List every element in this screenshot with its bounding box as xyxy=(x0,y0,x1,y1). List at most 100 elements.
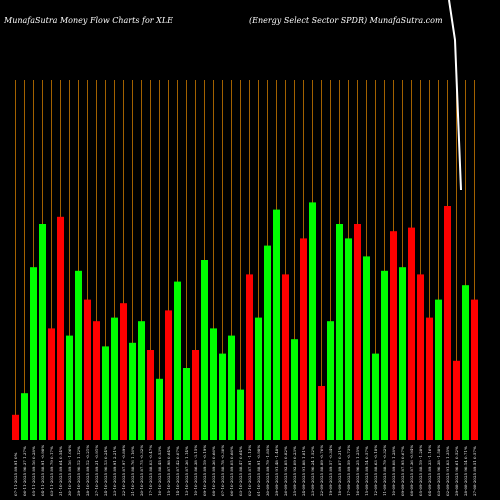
money-flow-bar xyxy=(93,321,100,440)
money-flow-bar xyxy=(318,386,325,440)
x-tick-label: 23-09-2025 90.24 1.52% xyxy=(310,446,315,496)
money-flow-bar xyxy=(309,202,316,440)
money-flow-bar xyxy=(210,328,217,440)
money-flow-bar xyxy=(273,209,280,440)
x-tick-label: 06-11-2025 90.37 1.37% xyxy=(22,446,27,496)
money-flow-bar xyxy=(147,350,154,440)
money-flow-bar xyxy=(336,224,343,440)
money-flow-bar xyxy=(291,339,298,440)
x-tick-label: 03-10-2025 88.47 0.64% xyxy=(238,446,243,496)
x-tick-label: 28-10-2025 89.12 -0.21% xyxy=(85,445,90,496)
x-tick-label: 29-09-2025 91.48 -1.48% xyxy=(274,445,279,496)
money-flow-bar xyxy=(246,274,253,440)
chart-title-left: MunafaSutra Money Flow Charts for XLE xyxy=(4,16,173,25)
chart-title-right: (Energy Select Sector SPDR) MunafaSutra.… xyxy=(249,16,443,25)
money-flow-bar xyxy=(327,321,334,440)
x-tick-label: 03-09-2025 90.38 -1.58% xyxy=(436,445,441,496)
money-flow-bar xyxy=(444,206,451,440)
money-flow-bar xyxy=(399,267,406,440)
money-flow-bar xyxy=(48,328,55,440)
x-tick-labels: 07-11-2025 89.91 0% 06-11-2025 90.37 1.37… xyxy=(13,445,477,496)
money-flow-bar xyxy=(57,216,64,440)
x-tick-label: 04-09-2025 89.33 -1.16% xyxy=(427,445,432,496)
x-tick-label: 16-10-2025 88.45 0.53% xyxy=(157,446,162,496)
money-flow-bar xyxy=(156,378,163,440)
money-flow-bar xyxy=(165,310,172,440)
x-tick-label: 24-10-2025 90.13 0.24% xyxy=(103,446,108,496)
money-flow-bar xyxy=(228,335,235,440)
x-tick-label: 12-09-2025 88.63 -0.18% xyxy=(373,445,378,496)
x-tick-label: 08-09-2025 87.36 -0.94% xyxy=(409,445,414,496)
money-flow-bar xyxy=(21,393,28,440)
x-tick-label: 10-09-2025 89.08 1.28% xyxy=(391,446,396,496)
x-tick-label: 19-09-2025 89.57 -0.34% xyxy=(328,445,333,496)
x-tick-label: 07-11-2025 89.91 0% xyxy=(13,452,18,496)
x-tick-label: 31-10-2025 89.64 0.54% xyxy=(58,446,63,496)
money-flow-bar xyxy=(129,342,136,440)
money-flow-bar xyxy=(30,267,37,440)
money-flow-bar xyxy=(192,350,199,440)
x-tick-label: 04-11-2025 88.91 -0.98% xyxy=(40,445,45,496)
x-tick-label: 17-10-2025 88.03 -0.47% xyxy=(148,445,153,496)
x-tick-label: 30-09-2025 89.79 -1.85% xyxy=(265,445,270,496)
money-flow-bar xyxy=(372,353,379,440)
money-flow-bar xyxy=(345,238,352,440)
x-tick-label: 28-08-2025 90.14 0.71% xyxy=(463,446,468,496)
money-flow-bar xyxy=(300,238,307,440)
x-tick-label: 27-10-2025 89.31 -0.91% xyxy=(94,445,99,496)
x-tick-label: 16-09-2025 90.25 1.25% xyxy=(355,446,360,496)
money-flow-bar xyxy=(282,274,289,440)
money-flow-bar xyxy=(39,224,46,440)
x-tick-label: 03-11-2025 89.79 0.17% xyxy=(49,446,54,496)
x-tick-label: 20-10-2025 87.75 -0.32% xyxy=(139,445,144,496)
money-flow-bar xyxy=(363,256,370,440)
x-tick-label: 06-10-2025 89.05 0.66% xyxy=(229,446,234,496)
x-tick-label: 02-10-2025 87.91 -1.13% xyxy=(247,445,252,496)
bars xyxy=(12,202,478,440)
x-tick-label: 25-09-2025 92.09 0.23% xyxy=(292,446,297,496)
x-tick-label: 05-09-2025 88.19 -1.28% xyxy=(418,445,423,496)
money-flow-bar xyxy=(471,299,478,440)
money-flow-bar xyxy=(417,274,424,440)
money-flow-bar xyxy=(183,368,190,440)
x-tick-label: 18-09-2025 89.87 0.31% xyxy=(337,446,342,496)
money-flow-bar xyxy=(102,346,109,440)
x-tick-label: 15-10-2025 87.98 0.64% xyxy=(166,446,171,496)
money-flow-bar xyxy=(426,317,433,440)
money-flow-bar xyxy=(138,321,145,440)
x-tick-label: 29-10-2025 90.12 1.12% xyxy=(76,446,81,496)
x-tick-label: 22-10-2025 87.97 -0.89% xyxy=(121,445,126,496)
money-flow-bar xyxy=(462,285,469,440)
x-tick-label: 09-09-2025 87.95 0.67% xyxy=(400,446,405,496)
x-tick-label: 24-09-2025 91.88 1.81% xyxy=(301,446,306,496)
money-flow-bar xyxy=(354,224,361,440)
x-tick-label: 05-11-2025 89.16 0.28% xyxy=(31,446,36,496)
money-flow-bar xyxy=(120,303,127,440)
x-tick-label: 14-10-2025 87.42 0.07% xyxy=(175,446,180,496)
x-tick-label: 17-09-2025 89.59 -0.73% xyxy=(346,445,351,496)
x-tick-label: 22-09-2025 88.89 -0.76% xyxy=(319,445,324,496)
x-tick-label: 09-10-2025 89.19 -0.19% xyxy=(202,445,207,496)
money-flow-bar xyxy=(435,299,442,440)
money-flow-bar xyxy=(201,260,208,440)
money-flow-bar xyxy=(408,227,415,440)
x-tick-label: 07-10-2025 88.78 -0.30% xyxy=(220,445,225,496)
money-flow-bar xyxy=(174,281,181,440)
x-tick-label: 11-09-2025 88.79 -0.32% xyxy=(382,445,387,496)
x-tick-label: 26-09-2025 92.85 0.82% xyxy=(283,446,288,496)
price-line xyxy=(448,0,462,191)
x-tick-label: 01-10-2025 88.91 -0.98% xyxy=(256,445,261,496)
money-flow-bar xyxy=(255,317,262,440)
money-flow-bar xyxy=(84,299,91,440)
money-flow-bar xyxy=(219,353,226,440)
x-tick-label: 08-10-2025 89.36 0.66% xyxy=(211,446,216,496)
money-flow-bar xyxy=(66,335,73,440)
x-tick-label: 30-10-2025 89.16 -1.06% xyxy=(67,445,72,496)
money-flow-bar xyxy=(237,389,244,440)
x-tick-label: 13-10-2025 87.36 1.14% xyxy=(184,446,189,496)
money-flow-bar xyxy=(111,317,118,440)
money-flow-bar xyxy=(453,360,460,440)
money-flow-bar xyxy=(390,231,397,440)
